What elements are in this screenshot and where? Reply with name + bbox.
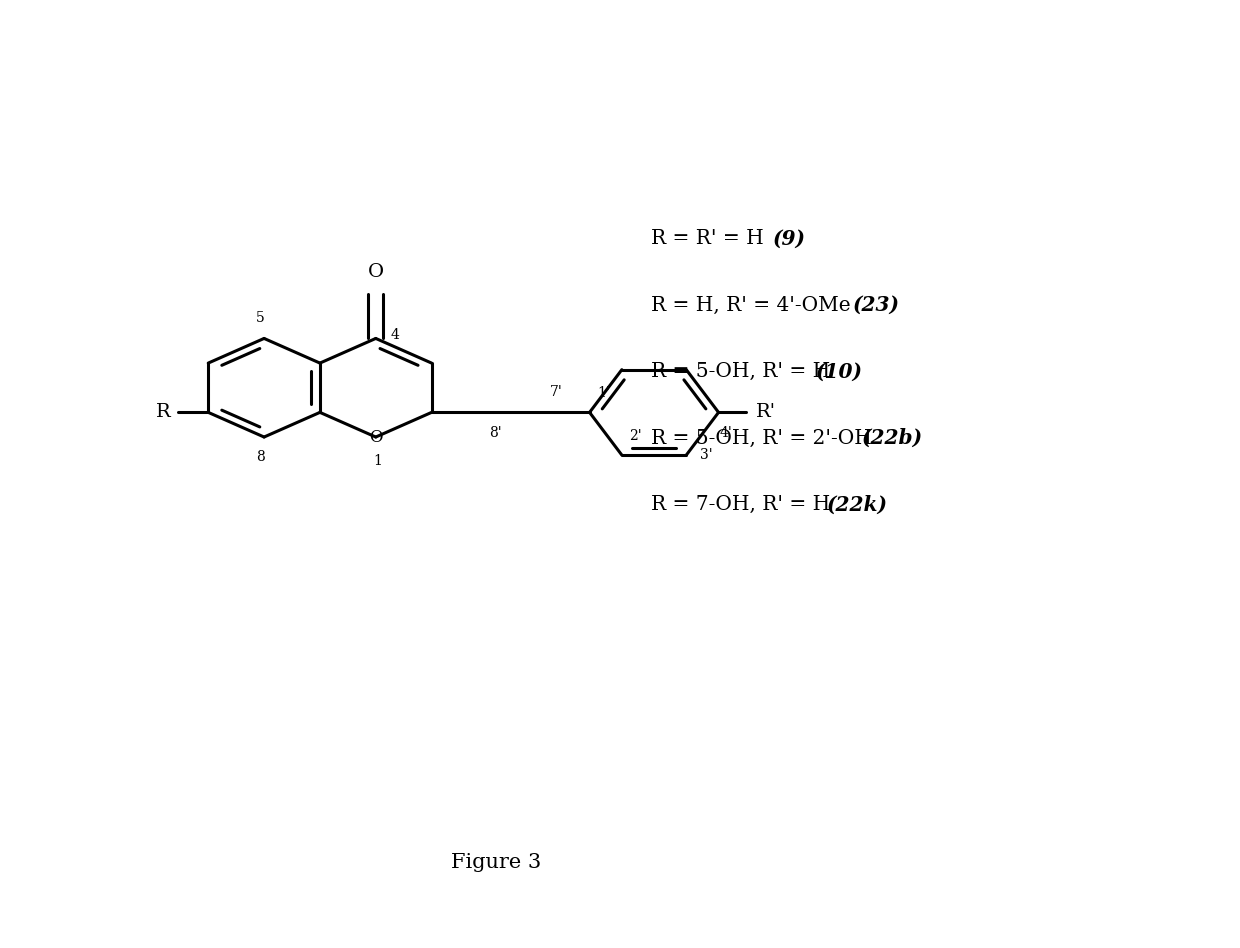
Text: O: O [370,428,382,446]
Text: 3': 3' [699,448,713,462]
Text: R = H, R' = 4'-OMe: R = H, R' = 4'-OMe [651,296,857,315]
Text: O: O [368,263,384,281]
Text: R = 5-OH, R' = H: R = 5-OH, R' = H [651,362,837,381]
Text: 4: 4 [391,328,399,341]
Text: 8': 8' [489,426,502,440]
Text: R: R [156,404,171,421]
Text: (22k): (22k) [827,494,888,515]
Text: 7': 7' [551,385,563,399]
Text: R': R' [755,404,776,421]
Text: (22b): (22b) [862,428,923,448]
Text: 8: 8 [255,450,264,465]
Text: (9): (9) [773,228,806,249]
Text: Figure 3: Figure 3 [451,853,541,872]
Text: R = 7-OH, R' = H: R = 7-OH, R' = H [651,495,831,514]
Text: 1': 1' [596,386,610,400]
Text: R = 5-OH, R' = 2'-OH: R = 5-OH, R' = 2'-OH [651,428,878,447]
Text: 2': 2' [629,428,642,443]
Text: 1: 1 [373,454,383,468]
Text: 5: 5 [255,311,264,325]
Text: (10): (10) [816,361,863,382]
Text: 4': 4' [719,426,733,440]
Text: R = R' = H: R = R' = H [651,229,770,248]
Text: (23): (23) [853,295,900,316]
